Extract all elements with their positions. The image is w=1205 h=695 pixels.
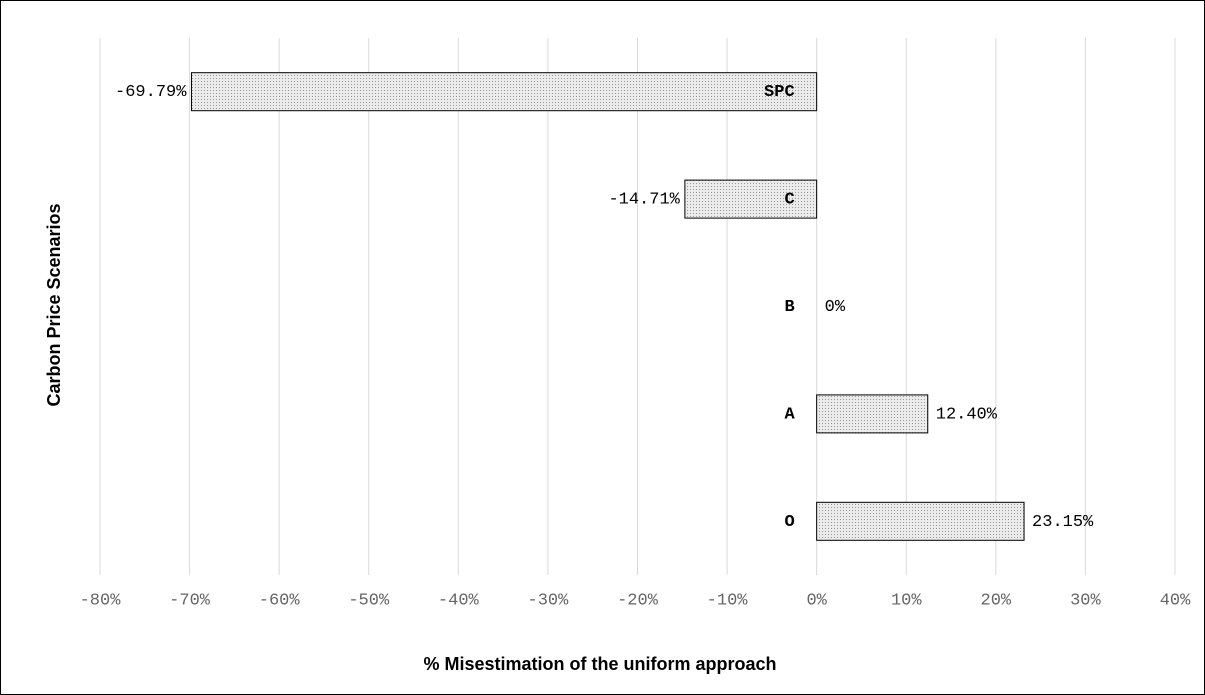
x-tick-label: -10% [707,591,749,610]
category-label: B [784,298,794,317]
bar [684,179,818,219]
value-label: -69.79% [115,83,187,102]
value-label: 12.40% [936,405,998,424]
value-label: 23.15% [1032,513,1094,532]
bar [816,394,929,434]
category-label: C [784,191,794,210]
x-tick-label: 20% [981,591,1012,610]
x-tick-label: 40% [1160,591,1191,610]
x-tick-label: -30% [528,591,570,610]
value-label: -14.71% [608,191,680,210]
y-axis-title: Carbon Price Scenarios [44,203,64,406]
bar [190,72,818,112]
value-label: 0% [825,298,846,317]
x-tick-label: 10% [891,591,922,610]
x-tick-label: -60% [259,591,301,610]
x-axis-title: % Misestimation of the uniform approach [423,654,776,674]
category-label: A [784,405,795,424]
x-tick-label: -70% [169,591,211,610]
x-tick-label: -40% [438,591,480,610]
category-label: SPC [764,83,795,102]
category-label: O [784,513,794,532]
x-tick-label: -80% [80,591,122,610]
x-tick-label: 30% [1070,591,1101,610]
x-tick-label: 0% [806,591,827,610]
x-tick-label: -20% [617,591,659,610]
x-tick-label: -50% [348,591,390,610]
bar [816,501,1025,541]
